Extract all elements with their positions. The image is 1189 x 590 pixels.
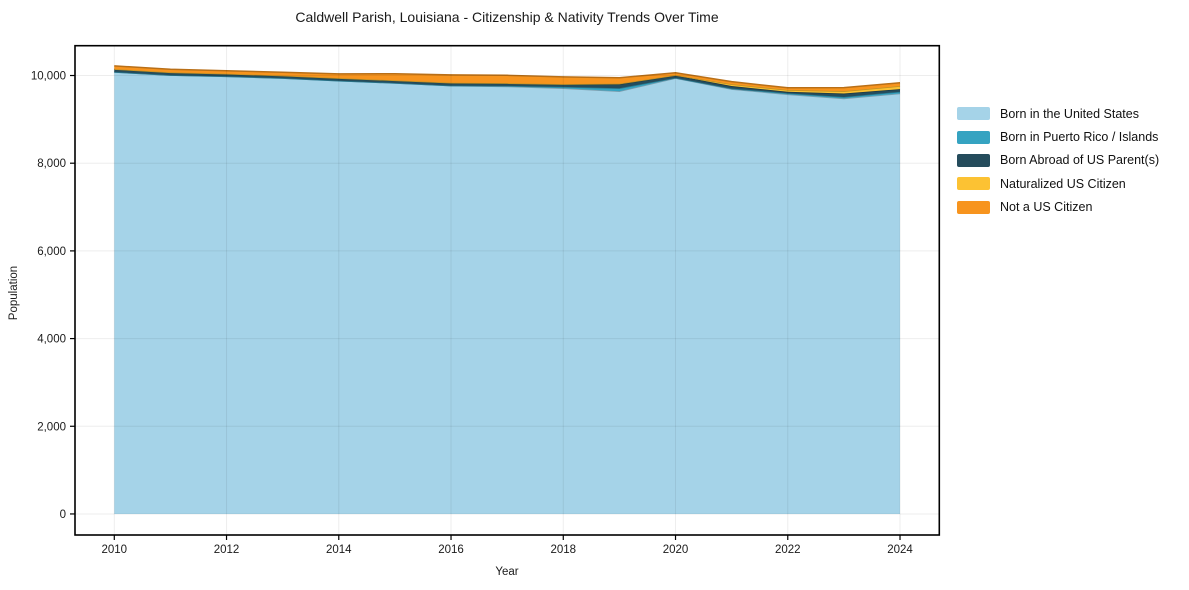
legend-label: Born Abroad of US Parent(s) bbox=[1000, 153, 1160, 168]
chart-title: Caldwell Parish, Louisiana - Citizenship… bbox=[295, 9, 719, 25]
legend-item: Not a US Citizen bbox=[957, 196, 1159, 219]
x-tick-label: 2020 bbox=[663, 544, 689, 556]
y-axis-label: Population bbox=[8, 265, 20, 321]
x-tick-label: 2024 bbox=[887, 544, 913, 556]
y-tick-label: 6,000 bbox=[37, 246, 66, 258]
legend-item: Born in Puerto Rico / Islands bbox=[957, 125, 1159, 148]
y-tick-label: 2,000 bbox=[37, 421, 66, 433]
x-tick-label: 2022 bbox=[775, 544, 801, 556]
plot-border bbox=[74, 44, 941, 536]
legend-label: Naturalized US Citizen bbox=[1000, 176, 1126, 191]
x-tick-label: 2018 bbox=[550, 544, 576, 556]
y-tick-label: 4,000 bbox=[37, 334, 66, 346]
legend-item: Naturalized US Citizen bbox=[957, 172, 1159, 195]
x-axis-label: Year bbox=[495, 566, 519, 578]
x-tick-label: 2014 bbox=[326, 544, 352, 556]
legend-swatch-naturalized bbox=[957, 177, 990, 191]
area-edge bbox=[114, 65, 901, 89]
area-band bbox=[114, 65, 901, 92]
legend-swatch-not-citizen bbox=[957, 200, 990, 214]
area-band bbox=[114, 69, 901, 97]
legend-label: Born in the United States bbox=[1000, 106, 1139, 121]
y-tick-label: 0 bbox=[60, 509, 66, 521]
legend-item: Born Abroad of US Parent(s) bbox=[957, 149, 1159, 172]
x-tick-label: 2012 bbox=[214, 544, 240, 556]
legend-label: Born in Puerto Rico / Islands bbox=[1000, 130, 1159, 145]
legend-label: Not a US Citizen bbox=[1000, 200, 1093, 215]
x-tick-label: 2016 bbox=[438, 544, 464, 556]
legend-item: Born in the United States bbox=[957, 102, 1159, 125]
area-band bbox=[114, 72, 901, 514]
legend-swatch-puerto-rico bbox=[957, 130, 990, 144]
legend-swatch-born-us bbox=[957, 107, 990, 121]
y-tick-label: 10,000 bbox=[31, 71, 66, 83]
legend: Born in the United States Born in Puerto… bbox=[957, 102, 1159, 219]
x-tick-label: 2010 bbox=[101, 544, 127, 556]
y-tick-label: 8,000 bbox=[37, 158, 66, 170]
legend-swatch-born-abroad bbox=[957, 153, 990, 167]
